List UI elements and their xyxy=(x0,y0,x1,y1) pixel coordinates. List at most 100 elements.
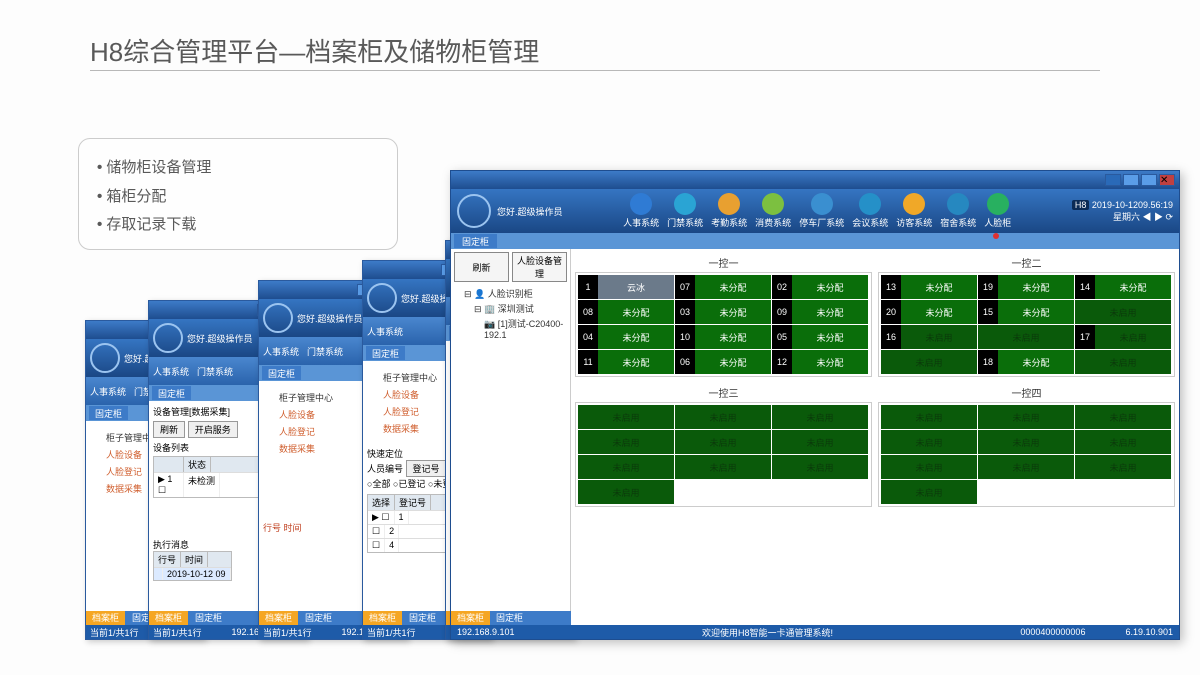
device-mgmt-button[interactable]: 人脸设备管理 xyxy=(512,252,567,282)
nav-hr[interactable]: 人事系统 xyxy=(90,385,126,398)
locker-cell[interactable]: 未启用 xyxy=(772,405,868,429)
locker-cell[interactable]: 未启用 xyxy=(978,430,1074,454)
btab-fixed[interactable]: 固定柜 xyxy=(403,611,442,625)
locker-cell[interactable]: 19未分配 xyxy=(978,275,1074,299)
locker-cell[interactable]: 未启用 xyxy=(772,430,868,454)
open-service-button[interactable]: 开启服务 xyxy=(188,421,238,438)
locker-cell[interactable]: 14未分配 xyxy=(1075,275,1171,299)
nav-人事系统[interactable]: 人事系统 xyxy=(623,193,659,229)
quick-locate-label: 快速定位 xyxy=(367,449,403,459)
locker-cell[interactable]: 07未分配 xyxy=(675,275,771,299)
locker-cell[interactable]: 11未分配 xyxy=(578,350,674,374)
btab-fixed[interactable]: 固定柜 xyxy=(490,611,529,625)
cell-state[interactable]: 未检测 xyxy=(184,473,220,497)
status-code: 0000400000006 xyxy=(1020,627,1085,637)
btab-archive[interactable]: 档案柜 xyxy=(363,611,402,625)
nav-access[interactable]: 门禁系统 xyxy=(307,345,343,358)
locker-cell[interactable]: 未启用 xyxy=(578,405,674,429)
nav-hr[interactable]: 人事系统 xyxy=(263,345,299,358)
tree-child[interactable]: ⊟ 🏢 深圳测试 xyxy=(454,301,567,316)
locker-cell[interactable]: 17未启用 xyxy=(1075,325,1171,349)
exec-msg-label: 执行消息 xyxy=(153,538,232,551)
btab-fixed[interactable]: 固定柜 xyxy=(299,611,338,625)
tree-root[interactable]: ⊟ 👤 人脸识别柜 xyxy=(454,286,567,301)
tree-leaf[interactable]: 📷 [1]测试-C20400-192.1 xyxy=(454,316,567,341)
nav-access[interactable]: 门禁系统 xyxy=(197,365,233,378)
locker-cell[interactable]: 未启用 xyxy=(578,430,674,454)
clock: H8 2019-10-1209.56:19 星期六 ◀ ▶ ⟳ xyxy=(1072,200,1173,223)
close-icon[interactable]: ✕ xyxy=(1159,174,1175,186)
locker-cell[interactable]: 未启用 xyxy=(675,430,771,454)
locker-cell[interactable]: 20未分配 xyxy=(881,300,977,324)
tab-fixed[interactable]: 固定柜 xyxy=(89,406,128,420)
locker-cell[interactable]: 未启用 xyxy=(1075,405,1171,429)
locker-cell[interactable]: 未启用 xyxy=(978,455,1074,479)
locker-cell[interactable]: 06未分配 xyxy=(675,350,771,374)
nav-人脸柜[interactable]: 人脸柜 xyxy=(984,193,1011,229)
locker-cell[interactable]: 12未分配 xyxy=(772,350,868,374)
nav-hr[interactable]: 人事系统 xyxy=(367,325,403,338)
nav-消费系统[interactable]: 消费系统 xyxy=(755,193,791,229)
nav-宿舍系统[interactable]: 宿舍系统 xyxy=(940,193,976,229)
nav-考勤系统[interactable]: 考勤系统 xyxy=(711,193,747,229)
notification-badge[interactable] xyxy=(993,233,999,239)
sys-icon[interactable] xyxy=(1105,174,1121,186)
locker-cell[interactable]: 未启用 xyxy=(1075,350,1171,374)
nav-会议系统[interactable]: 会议系统 xyxy=(852,193,888,229)
locker-cell[interactable]: 未启用 xyxy=(881,455,977,479)
tab-fixed[interactable]: 固定柜 xyxy=(262,366,301,380)
btab-archive[interactable]: 档案柜 xyxy=(259,611,298,625)
main-nav: 人事系统门禁系统考勤系统消费系统停车厂系统会议系统访客系统宿舍系统人脸柜 xyxy=(563,193,1072,229)
max-icon[interactable] xyxy=(1141,174,1157,186)
status-page: 当前1/共1行 xyxy=(367,626,416,639)
slide-title: H8综合管理平台—档案柜及储物柜管理 xyxy=(90,32,539,69)
chk-all[interactable]: ○全部 xyxy=(367,479,390,489)
status-welcome: 欢迎使用H8智能一卡通管理系统! xyxy=(555,626,981,639)
group-title-3: 一控三 xyxy=(575,385,872,400)
nav-门禁系统[interactable]: 门禁系统 xyxy=(667,193,703,229)
locker-cell[interactable]: 未启用 xyxy=(881,405,977,429)
tab-fixed[interactable]: 固定柜 xyxy=(454,234,497,248)
col-reg: 登记号 xyxy=(395,495,431,510)
locker-cell[interactable]: 10未分配 xyxy=(675,325,771,349)
locker-cell[interactable]: 未启用 xyxy=(978,405,1074,429)
locker-cell[interactable]: 未启用 xyxy=(978,325,1074,349)
feature-bullets: 储物柜设备管理 箱柜分配 存取记录下载 xyxy=(78,138,398,250)
locker-cell[interactable]: 未启用 xyxy=(881,480,977,504)
locker-cell[interactable]: 未启用 xyxy=(1075,430,1171,454)
locker-cell[interactable]: 未启用 xyxy=(772,455,868,479)
locker-cell[interactable]: 13未分配 xyxy=(881,275,977,299)
locker-cell[interactable]: 未启用 xyxy=(1075,300,1171,324)
locker-cell[interactable]: 16未启用 xyxy=(881,325,977,349)
locker-cell[interactable]: 未启用 xyxy=(578,455,674,479)
tab-fixed[interactable]: 固定柜 xyxy=(366,346,405,360)
refresh-button[interactable]: 刷新 xyxy=(153,421,185,438)
chk-reg[interactable]: ○已登记 xyxy=(393,479,425,489)
locker-cell[interactable]: 03未分配 xyxy=(675,300,771,324)
locker-cell[interactable]: 未启用 xyxy=(881,350,977,374)
btab-fixed[interactable]: 固定柜 xyxy=(189,611,228,625)
tab-fixed[interactable]: 固定柜 xyxy=(152,386,191,400)
min-icon[interactable] xyxy=(1123,174,1139,186)
locker-cell[interactable]: 05未分配 xyxy=(772,325,868,349)
locker-cell[interactable]: 未启用 xyxy=(1075,455,1171,479)
locker-cell[interactable]: 未启用 xyxy=(675,455,771,479)
locker-cell[interactable]: 未启用 xyxy=(578,480,674,504)
nav-hr[interactable]: 人事系统 xyxy=(153,365,189,378)
locker-cell[interactable]: 1云冰 xyxy=(578,275,674,299)
btab-archive[interactable]: 档案柜 xyxy=(86,611,125,625)
btab-archive[interactable]: 档案柜 xyxy=(149,611,188,625)
locker-cell[interactable]: 未启用 xyxy=(675,405,771,429)
locker-cell[interactable]: 未启用 xyxy=(881,430,977,454)
nav-访客系统[interactable]: 访客系统 xyxy=(896,193,932,229)
refresh-button[interactable]: 刷新 xyxy=(454,252,509,282)
locker-cell[interactable]: 02未分配 xyxy=(772,275,868,299)
locker-cell[interactable]: 08未分配 xyxy=(578,300,674,324)
btab-archive[interactable]: 档案柜 xyxy=(451,611,490,625)
locker-cell[interactable]: 18未分配 xyxy=(978,350,1074,374)
locker-cell[interactable]: 15未分配 xyxy=(978,300,1074,324)
locker-cell[interactable]: 04未分配 xyxy=(578,325,674,349)
reg-id-button[interactable]: 登记号 xyxy=(406,460,447,477)
nav-停车厂系统[interactable]: 停车厂系统 xyxy=(799,193,844,229)
locker-cell[interactable]: 09未分配 xyxy=(772,300,868,324)
